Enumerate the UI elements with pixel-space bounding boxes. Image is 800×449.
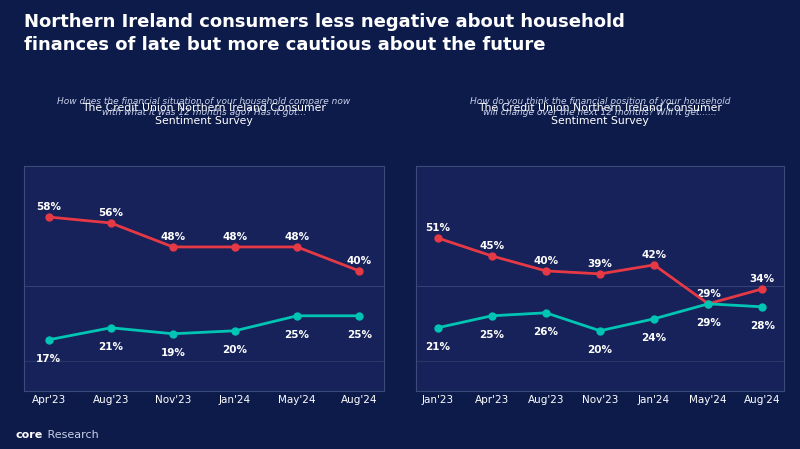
Title: The Credit Union Northern Ireland Consumer
Sentiment Survey: The Credit Union Northern Ireland Consum… [82,103,326,127]
Text: 42%: 42% [642,250,666,260]
Text: 26%: 26% [534,327,558,337]
Text: Northern Ireland consumers less negative about household
finances of late but mo: Northern Ireland consumers less negative… [24,13,625,54]
Text: 48%: 48% [222,232,247,242]
Text: 40%: 40% [534,256,558,266]
Text: 20%: 20% [587,345,613,355]
Text: 48%: 48% [285,232,310,242]
Text: 25%: 25% [479,330,504,340]
Text: 58%: 58% [36,202,62,212]
Text: 29%: 29% [696,289,721,299]
Text: 28%: 28% [750,321,775,331]
Text: 21%: 21% [425,342,450,352]
Text: 56%: 56% [98,208,123,218]
Text: 45%: 45% [479,241,504,251]
Text: How does the financial situation of your household compare now
with what it was : How does the financial situation of your… [58,97,350,117]
Text: 24%: 24% [642,333,666,343]
Text: 25%: 25% [346,330,372,340]
Text: Research: Research [44,430,98,440]
Text: 17%: 17% [36,354,62,364]
Title: The Credit Union Northern Ireland Consumer
Sentiment Survey: The Credit Union Northern Ireland Consum… [478,103,722,127]
Text: 39%: 39% [587,259,613,269]
Text: How do you think the financial position of your household
will change over the n: How do you think the financial position … [470,97,730,117]
Text: 40%: 40% [346,256,372,266]
Text: 19%: 19% [161,348,186,358]
Text: 51%: 51% [425,223,450,233]
Text: core: core [16,430,43,440]
Text: 25%: 25% [285,330,310,340]
Text: 20%: 20% [222,345,247,355]
Text: 34%: 34% [750,274,775,284]
Text: 48%: 48% [161,232,186,242]
Text: 21%: 21% [98,342,123,352]
Text: 29%: 29% [696,318,721,328]
